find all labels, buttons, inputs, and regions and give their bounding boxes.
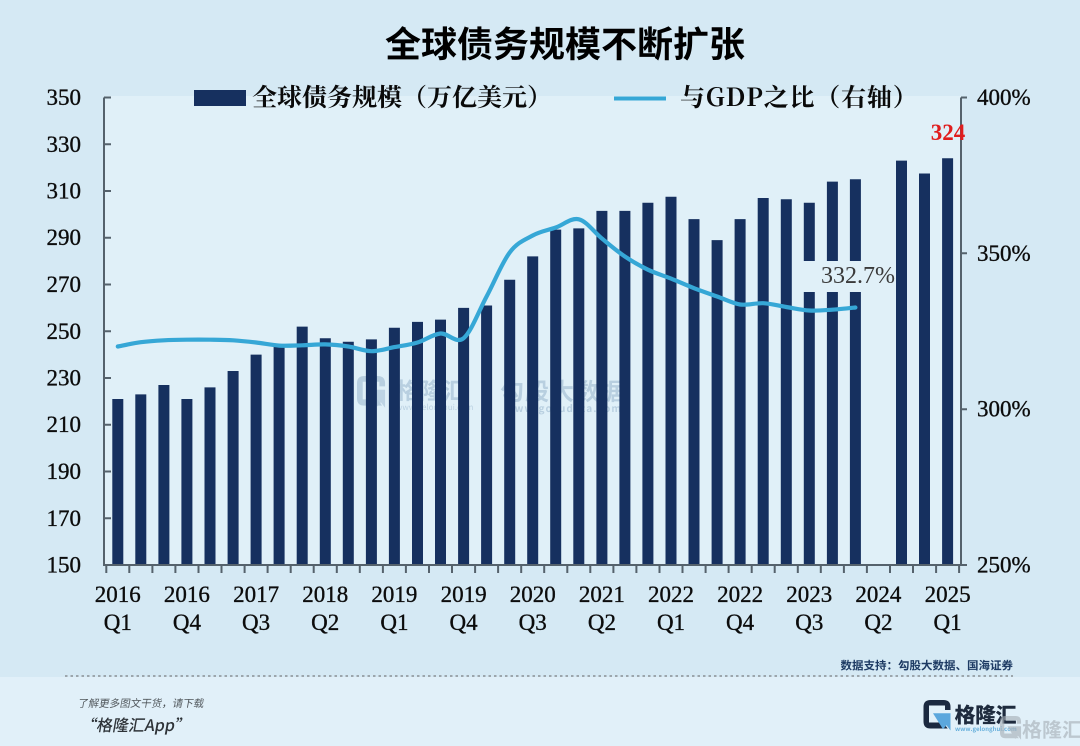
svg-text:2022: 2022: [717, 582, 763, 607]
svg-text:Q3: Q3: [242, 610, 270, 635]
svg-text:Q2: Q2: [864, 610, 892, 635]
svg-text:270: 270: [47, 272, 82, 297]
svg-text:Q4: Q4: [450, 610, 479, 635]
svg-text:2020: 2020: [510, 582, 556, 607]
svg-text:190: 190: [47, 459, 82, 484]
svg-text:170: 170: [47, 506, 82, 531]
svg-text:Q1: Q1: [104, 610, 132, 635]
svg-text:210: 210: [47, 412, 82, 437]
svg-text:2018: 2018: [302, 582, 348, 607]
svg-text:2016: 2016: [95, 582, 141, 607]
svg-text:150: 150: [47, 553, 82, 578]
svg-text:Q3: Q3: [795, 610, 823, 635]
svg-text:330: 330: [47, 132, 82, 157]
svg-text:300%: 300%: [977, 397, 1031, 422]
svg-text:Q3: Q3: [519, 610, 547, 635]
svg-text:2016: 2016: [164, 582, 210, 607]
svg-text:Q4: Q4: [173, 610, 202, 635]
svg-text:350%: 350%: [977, 241, 1031, 266]
svg-text:350: 350: [47, 85, 82, 110]
svg-text:332.7%: 332.7%: [821, 263, 895, 289]
svg-text:2024: 2024: [855, 582, 902, 607]
svg-text:250%: 250%: [977, 553, 1031, 578]
svg-text:400%: 400%: [977, 85, 1031, 110]
svg-text:230: 230: [47, 366, 82, 391]
svg-text:Q1: Q1: [380, 610, 408, 635]
svg-text:2021: 2021: [579, 582, 625, 607]
svg-text:2017: 2017: [233, 582, 279, 607]
svg-text:Q1: Q1: [657, 610, 685, 635]
svg-text:310: 310: [47, 179, 82, 204]
svg-text:2023: 2023: [786, 582, 832, 607]
svg-text:2022: 2022: [648, 582, 694, 607]
svg-text:2019: 2019: [371, 582, 417, 607]
svg-text:Q2: Q2: [588, 610, 616, 635]
svg-text:2025: 2025: [925, 582, 971, 607]
svg-text:250: 250: [47, 319, 82, 344]
svg-text:Q4: Q4: [726, 610, 755, 635]
svg-text:Q1: Q1: [934, 610, 962, 635]
svg-text:2019: 2019: [441, 582, 487, 607]
svg-text:290: 290: [47, 225, 82, 250]
svg-text:324: 324: [931, 120, 966, 145]
svg-text:Q2: Q2: [311, 610, 339, 635]
